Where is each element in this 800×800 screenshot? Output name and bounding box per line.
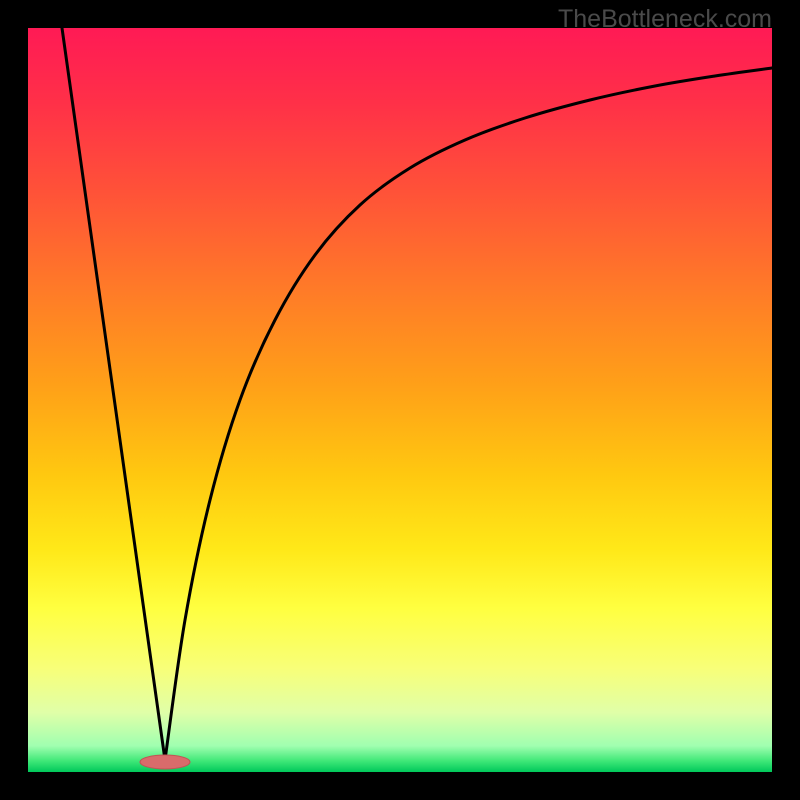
curve-layer — [0, 0, 800, 800]
right-branch-curve — [165, 68, 772, 760]
watermark-text: TheBottleneck.com — [558, 5, 772, 34]
chart-frame: TheBottleneck.com — [0, 0, 800, 800]
vertex-marker — [140, 755, 190, 769]
left-branch-line — [62, 28, 165, 760]
